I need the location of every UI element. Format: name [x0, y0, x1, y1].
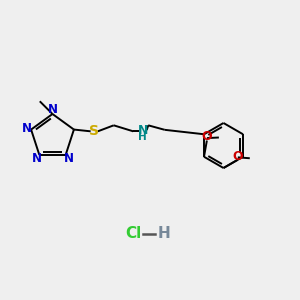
Text: O: O [202, 130, 212, 143]
Text: N: N [22, 122, 32, 135]
Text: H: H [158, 226, 170, 242]
Text: N: N [64, 152, 74, 165]
Text: H: H [138, 132, 147, 142]
Text: S: S [89, 124, 99, 138]
Text: N: N [138, 124, 148, 136]
Text: Cl: Cl [125, 226, 141, 242]
Text: N: N [47, 103, 58, 116]
Text: N: N [32, 152, 41, 165]
Text: O: O [232, 150, 243, 163]
